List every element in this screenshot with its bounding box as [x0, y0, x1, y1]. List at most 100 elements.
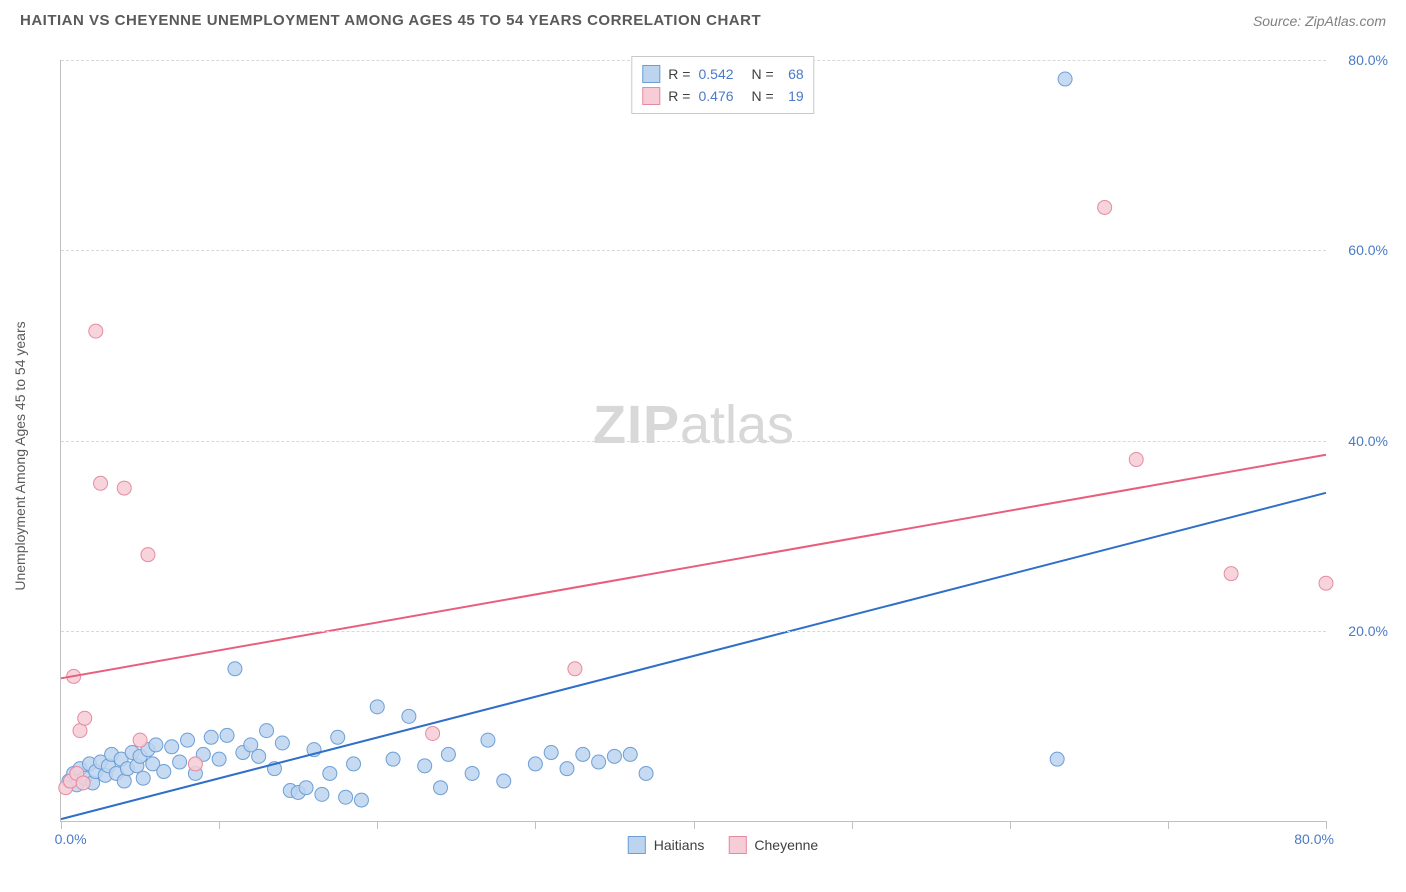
data-point	[78, 711, 92, 725]
gridline	[61, 441, 1326, 442]
legend-swatch	[628, 836, 646, 854]
x-tick	[694, 821, 695, 829]
data-point	[181, 733, 195, 747]
data-point	[212, 752, 226, 766]
data-point	[386, 752, 400, 766]
legend-series-label: Cheyenne	[754, 837, 818, 853]
legend-correlation-row: R = 0.542 N = 68	[642, 63, 803, 85]
x-tick	[61, 821, 62, 829]
y-tick-label: 20.0%	[1348, 623, 1388, 639]
legend-series: Haitians Cheyenne	[628, 836, 818, 854]
legend-series-item: Cheyenne	[728, 836, 818, 854]
x-tick	[377, 821, 378, 829]
data-point	[275, 736, 289, 750]
data-point	[117, 481, 131, 495]
data-point	[370, 700, 384, 714]
chart-source: Source: ZipAtlas.com	[1253, 13, 1386, 29]
data-point	[339, 790, 353, 804]
legend-correlation: R = 0.542 N = 68 R = 0.476 N = 19	[631, 56, 814, 114]
data-point	[434, 781, 448, 795]
legend-swatch	[642, 65, 660, 83]
data-point	[136, 771, 150, 785]
data-point	[354, 793, 368, 807]
data-point	[1098, 200, 1112, 214]
data-point	[592, 755, 606, 769]
data-point	[204, 730, 218, 744]
data-point	[607, 749, 621, 763]
data-point	[149, 738, 163, 752]
data-point	[639, 766, 653, 780]
data-point	[544, 746, 558, 760]
y-tick-label: 80.0%	[1348, 52, 1388, 68]
chart-container: Unemployment Among Ages 45 to 54 years Z…	[50, 50, 1396, 862]
x-tick	[1010, 821, 1011, 829]
data-point	[76, 776, 90, 790]
legend-series-item: Haitians	[628, 836, 705, 854]
data-point	[1058, 72, 1072, 86]
data-point	[402, 709, 416, 723]
data-point	[418, 759, 432, 773]
data-point	[220, 728, 234, 742]
chart-title: HAITIAN VS CHEYENNE UNEMPLOYMENT AMONG A…	[20, 12, 761, 29]
legend-n-value: 68	[782, 66, 804, 82]
data-point	[157, 765, 171, 779]
x-tick	[1168, 821, 1169, 829]
data-point	[347, 757, 361, 771]
x-tick	[852, 821, 853, 829]
data-point	[576, 747, 590, 761]
data-point	[481, 733, 495, 747]
gridline	[61, 250, 1326, 251]
data-point	[426, 726, 440, 740]
data-point	[331, 730, 345, 744]
legend-n-value: 19	[782, 88, 804, 104]
legend-r-label: R =	[668, 88, 690, 104]
data-point	[188, 757, 202, 771]
data-point	[1319, 576, 1333, 590]
x-tick-label: 0.0%	[55, 831, 87, 847]
data-point	[117, 774, 131, 788]
data-point	[165, 740, 179, 754]
data-point	[465, 766, 479, 780]
legend-n-label: N =	[752, 66, 774, 82]
data-point	[623, 747, 637, 761]
data-point	[260, 724, 274, 738]
chart-header: HAITIAN VS CHEYENNE UNEMPLOYMENT AMONG A…	[0, 0, 1406, 37]
data-point	[1050, 752, 1064, 766]
data-point	[133, 733, 147, 747]
data-point	[299, 781, 313, 795]
data-point	[89, 324, 103, 338]
data-point	[315, 787, 329, 801]
data-point	[252, 749, 266, 763]
data-point	[441, 747, 455, 761]
x-tick	[535, 821, 536, 829]
legend-r-label: R =	[668, 66, 690, 82]
trend-line	[61, 455, 1326, 679]
data-point	[228, 662, 242, 676]
legend-r-value: 0.476	[698, 88, 733, 104]
data-point	[323, 766, 337, 780]
y-tick-label: 40.0%	[1348, 433, 1388, 449]
data-point	[1129, 453, 1143, 467]
y-axis-label: Unemployment Among Ages 45 to 54 years	[12, 321, 28, 590]
plot-area: ZIPatlas 20.0%40.0%60.0%80.0%0.0%80.0%	[60, 60, 1326, 822]
data-point	[560, 762, 574, 776]
x-tick	[1326, 821, 1327, 829]
data-point	[173, 755, 187, 769]
legend-swatch	[728, 836, 746, 854]
legend-r-value: 0.542	[698, 66, 733, 82]
legend-correlation-row: R = 0.476 N = 19	[642, 85, 803, 107]
x-tick-label: 80.0%	[1294, 831, 1334, 847]
legend-swatch	[642, 87, 660, 105]
data-point	[94, 476, 108, 490]
legend-series-label: Haitians	[654, 837, 705, 853]
y-tick-label: 60.0%	[1348, 242, 1388, 258]
data-point	[528, 757, 542, 771]
data-point	[497, 774, 511, 788]
trend-line	[61, 493, 1326, 819]
x-tick	[219, 821, 220, 829]
data-point	[141, 548, 155, 562]
data-point	[568, 662, 582, 676]
data-point	[1224, 567, 1238, 581]
gridline	[61, 631, 1326, 632]
legend-n-label: N =	[752, 88, 774, 104]
